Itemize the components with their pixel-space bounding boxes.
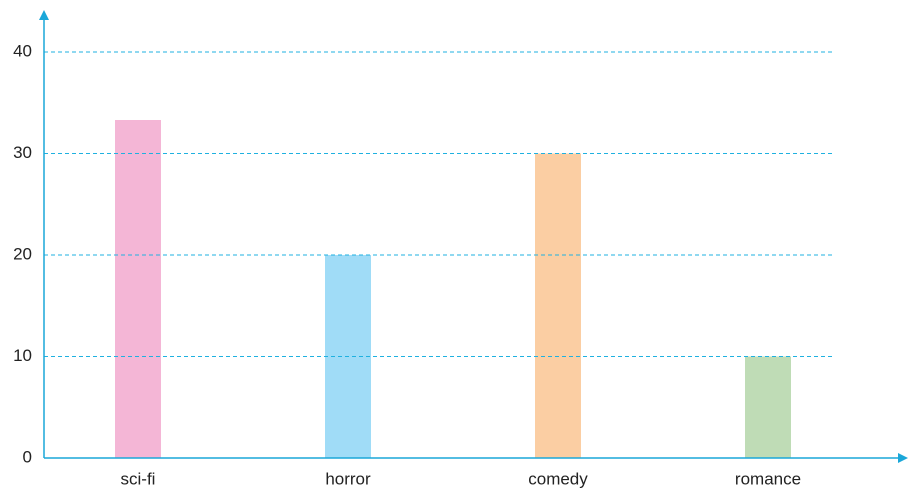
- y-tick-label: 30: [13, 143, 32, 162]
- y-tick-label: 10: [13, 346, 32, 365]
- x-tick-label: sci-fi: [121, 469, 156, 488]
- bar: [115, 120, 161, 458]
- x-tick-label: comedy: [528, 469, 588, 488]
- x-tick-label: romance: [735, 469, 801, 488]
- y-tick-label: 20: [13, 244, 32, 263]
- x-axis-arrow: [898, 453, 908, 463]
- x-tick-label: horror: [325, 469, 371, 488]
- y-tick-label: 0: [23, 447, 32, 466]
- bar: [535, 153, 581, 458]
- bar: [745, 356, 791, 458]
- y-tick-label: 40: [13, 41, 32, 60]
- y-axis-arrow: [39, 10, 49, 20]
